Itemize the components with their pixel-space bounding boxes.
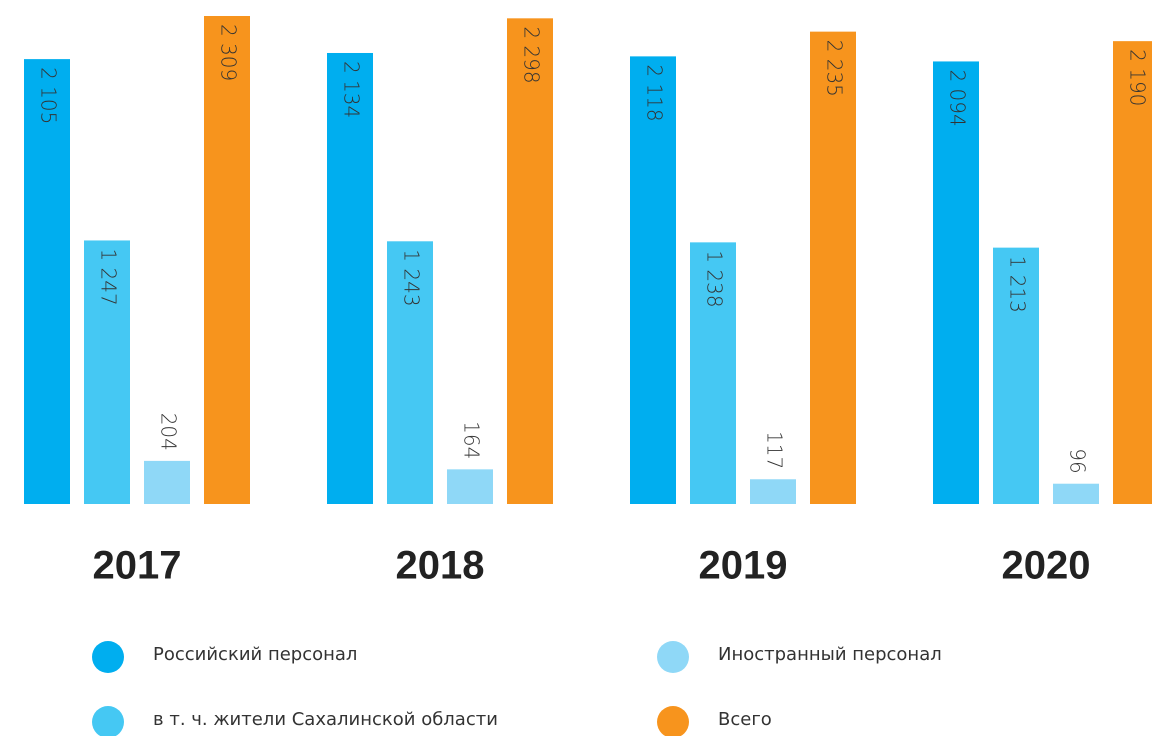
legend-label: Иностранный персонал — [718, 644, 942, 665]
legend-label: в т. ч. жители Сахалинской области — [153, 709, 498, 730]
bar — [993, 247, 1039, 504]
value-label: 96 — [1066, 448, 1090, 473]
category-label: 2020 — [1002, 544, 1091, 588]
legend-marker — [92, 706, 124, 736]
value-label: 1 247 — [97, 248, 121, 305]
bar — [204, 16, 250, 504]
value-label: 2 298 — [520, 26, 544, 83]
value-label: 2 105 — [37, 67, 61, 124]
bar — [84, 240, 130, 504]
category-label: 2018 — [396, 544, 485, 588]
bar — [507, 18, 553, 504]
value-label: 2 235 — [823, 40, 847, 97]
value-label: 204 — [157, 413, 181, 451]
value-label: 2 094 — [946, 69, 970, 126]
category-label: 2019 — [699, 544, 788, 588]
value-label: 2 134 — [340, 61, 364, 118]
bar — [933, 61, 979, 505]
bar — [1113, 41, 1152, 505]
value-label: 2 118 — [643, 64, 667, 121]
legend-marker — [657, 706, 689, 736]
value-label: 2 190 — [1126, 49, 1150, 106]
value-label: 1 238 — [703, 250, 727, 307]
legend-label: Всего — [718, 709, 772, 730]
bar — [1053, 483, 1099, 504]
category-label: 2017 — [93, 544, 182, 588]
value-label: 2 309 — [217, 24, 241, 81]
bar — [327, 52, 373, 504]
bar — [750, 479, 796, 504]
bar — [690, 242, 736, 504]
value-label: 1 243 — [400, 249, 424, 306]
value-label: 1 213 — [1006, 256, 1030, 313]
bar — [24, 59, 70, 504]
legend-marker — [92, 641, 124, 673]
bar — [630, 56, 676, 505]
legend-marker — [657, 641, 689, 673]
bar — [144, 460, 190, 504]
legend-label: Российский персонал — [153, 644, 357, 665]
value-label: 117 — [763, 431, 787, 469]
value-label: 164 — [460, 421, 484, 459]
bar — [387, 241, 433, 505]
bar — [810, 31, 856, 504]
bar — [447, 469, 493, 504]
